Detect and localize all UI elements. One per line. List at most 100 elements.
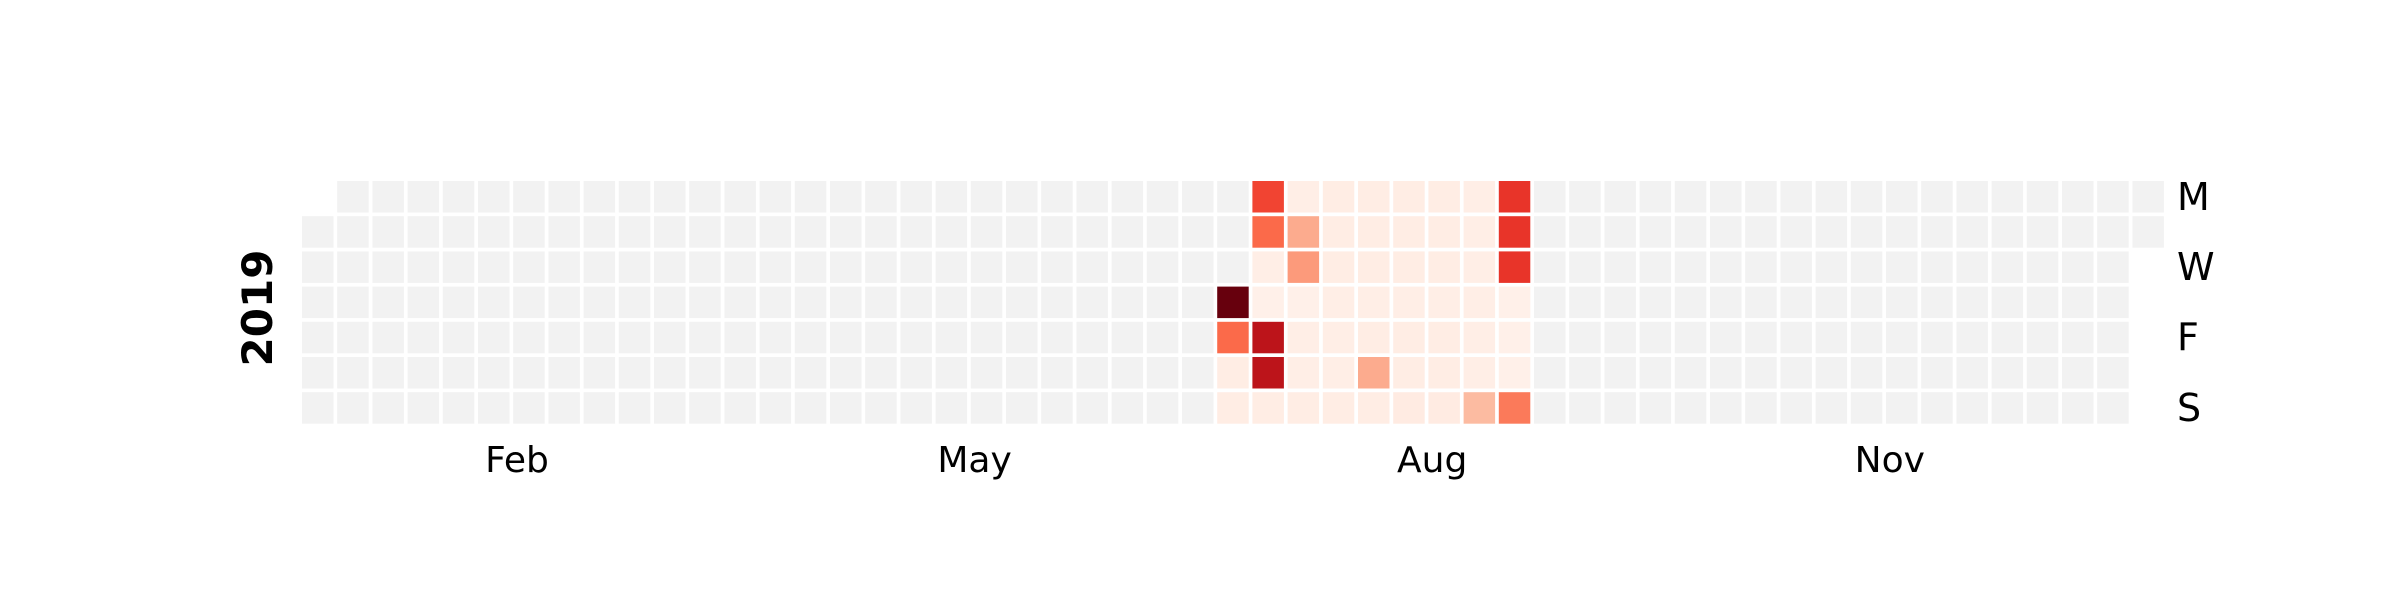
heatmap-cell-2019-04-16 (830, 216, 862, 248)
heatmap-cell-2019-10-06 (1674, 392, 1707, 424)
heatmap-cell-2019-01-08 (337, 216, 369, 248)
heatmap-cell-2019-05-17 (970, 321, 1003, 354)
heatmap-cell-2019-07-20 (1287, 357, 1320, 389)
heatmap-cell-2019-02-05 (478, 216, 510, 248)
heatmap-cell-2019-11-07 (1850, 286, 1883, 319)
heatmap-cell-2019-01-31 (442, 286, 475, 319)
heatmap-cell-2019-01-22 (407, 216, 440, 248)
heatmap-cell-2019-09-14 (1569, 357, 1601, 389)
heatmap-cell-2019-08-04 (1358, 392, 1390, 424)
heatmap-cell-2019-01-30 (442, 251, 475, 283)
heatmap-cell-2019-04-04 (759, 286, 792, 319)
heatmap-cell-2019-01-21 (407, 181, 440, 213)
heatmap-cell-2019-08-14 (1428, 251, 1460, 283)
heatmap-cell-2019-10-26 (1780, 357, 1812, 389)
heatmap-cell-2019-02-25 (583, 181, 616, 213)
heatmap-cell-2019-03-05 (618, 216, 651, 248)
heatmap-cell-2019-05-25 (1006, 357, 1038, 389)
heatmap-cell-2019-12-12 (2026, 286, 2059, 319)
month-label-may: May (937, 440, 1011, 481)
heatmap-cell-2019-07-11 (1252, 286, 1284, 319)
heatmap-cell-2019-06-04 (1076, 216, 1108, 248)
heatmap-cell-2019-10-20 (1745, 392, 1777, 424)
heatmap-cell-2019-11-23 (1921, 357, 1953, 389)
heatmap-cell-2019-10-17 (1745, 286, 1777, 319)
heatmap-cell-2019-06-09 (1076, 392, 1108, 424)
heatmap-cell-2019-04-12 (794, 321, 827, 354)
heatmap-cell-2019-09-04 (1534, 251, 1566, 283)
heatmap-cell-2019-06-02 (1041, 392, 1073, 424)
heatmap-cell-2019-07-30 (1358, 216, 1390, 248)
heatmap-cell-2019-05-01 (900, 251, 932, 283)
heatmap-cell-2019-12-21 (2062, 357, 2094, 389)
heatmap-cell-2019-03-24 (689, 392, 721, 424)
heatmap-cell-2019-07-21 (1287, 392, 1320, 424)
heatmap-cell-2019-01-03 (302, 286, 334, 319)
heatmap-cell-2019-10-03 (1674, 286, 1707, 319)
heatmap-cell-2019-02-27 (583, 251, 616, 283)
heatmap-cell-2019-07-04 (1217, 286, 1249, 319)
heatmap-cell-2019-12-13 (2026, 321, 2059, 354)
day-label-0: M (2177, 175, 2210, 219)
month-label-nov: Nov (1855, 440, 1925, 481)
heatmap-cell-2019-10-22 (1780, 216, 1812, 248)
heatmap-cell-2019-11-29 (1956, 321, 1988, 354)
heatmap-cell-2019-10-14 (1745, 181, 1777, 213)
heatmap-cell-2019-11-04 (1850, 181, 1883, 213)
heatmap-cell-2019-09-24 (1639, 216, 1672, 248)
heatmap-cell-2019-01-18 (372, 321, 404, 354)
heatmap-cell-2019-03-30 (724, 357, 756, 389)
heatmap-cell-2019-08-07 (1393, 251, 1425, 283)
heatmap-cell-2019-01-23 (407, 251, 440, 283)
heatmap-cell-2019-07-31 (1358, 251, 1390, 283)
heatmap-cell-2019-05-19 (970, 392, 1003, 424)
heatmap-cell-2019-12-19 (2062, 286, 2094, 319)
heatmap-cell-2019-04-26 (865, 321, 897, 354)
heatmap-cell-2019-08-19 (1463, 181, 1496, 213)
heatmap-cell-2019-03-29 (724, 321, 756, 354)
heatmap-cell-2019-04-22 (865, 181, 897, 213)
heatmap-cell-2019-05-06 (935, 181, 968, 213)
heatmap-cell-2019-11-19 (1921, 216, 1953, 248)
heatmap-cell-2019-08-28 (1498, 251, 1531, 283)
heatmap-cell-2019-10-24 (1780, 286, 1812, 319)
heatmap-cell-2019-06-22 (1146, 357, 1179, 389)
heatmap-cell-2019-01-10 (337, 286, 369, 319)
heatmap-cell-2019-02-28 (583, 286, 616, 319)
heatmap-cell-2019-03-14 (654, 286, 686, 319)
heatmap-cell-2019-12-11 (2026, 251, 2059, 283)
heatmap-cell-2019-11-20 (1921, 251, 1953, 283)
heatmap-cell-2019-05-04 (900, 357, 932, 389)
heatmap-cell-2019-06-08 (1076, 357, 1108, 389)
heatmap-cell-2019-10-21 (1780, 181, 1812, 213)
heatmap-cell-2019-02-11 (513, 181, 545, 213)
heatmap-cell-2019-05-23 (1006, 286, 1038, 319)
heatmap-cell-2019-04-30 (900, 216, 932, 248)
heatmap-cell-2019-02-20 (548, 251, 580, 283)
heatmap-cell-2019-04-02 (759, 216, 792, 248)
heatmap-cell-2019-07-29 (1358, 181, 1390, 213)
heatmap-cell-2019-07-05 (1217, 321, 1249, 354)
heatmap-cell-2019-09-28 (1639, 357, 1672, 389)
heatmap-cell-2019-09-05 (1534, 286, 1566, 319)
day-label-1: W (2177, 245, 2215, 289)
heatmap-cell-2019-04-09 (794, 216, 827, 248)
heatmap-cell-2019-12-15 (2026, 392, 2059, 424)
heatmap-cell-2019-11-17 (1886, 392, 1918, 424)
heatmap-cell-2019-08-06 (1393, 216, 1425, 248)
heatmap-cell-2019-01-01 (302, 216, 334, 248)
heatmap-cell-2019-06-18 (1146, 216, 1179, 248)
year-label: 2019 (233, 250, 282, 367)
heatmap-cell-2019-05-29 (1041, 251, 1073, 283)
heatmap-cell-2019-12-26 (2097, 286, 2129, 319)
heatmap-cell-2019-08-18 (1428, 392, 1460, 424)
heatmap-cell-2019-09-30 (1674, 181, 1707, 213)
heatmap-cell-2019-03-22 (689, 321, 721, 354)
heatmap-cell-2019-01-06 (302, 392, 334, 424)
heatmap-cell-2019-12-03 (1991, 216, 2024, 248)
heatmap-cell-2019-06-29 (1182, 357, 1214, 389)
heatmap-cell-2019-12-10 (2026, 216, 2059, 248)
heatmap-cell-2019-12-20 (2062, 321, 2094, 354)
heatmap-cell-2019-03-17 (654, 392, 686, 424)
heatmap-cell-2019-11-02 (1815, 357, 1848, 389)
